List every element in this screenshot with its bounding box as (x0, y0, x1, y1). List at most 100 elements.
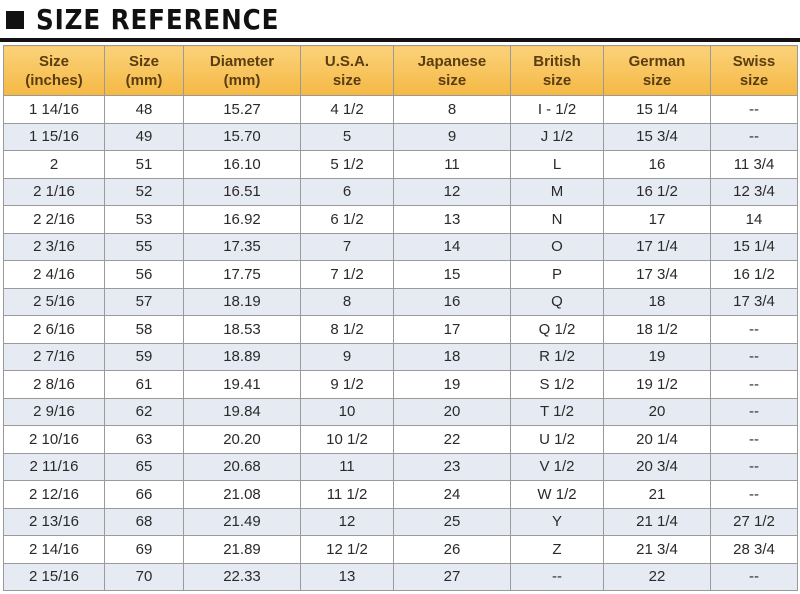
table-cell: 18 (393, 342, 511, 371)
table-cell: 17.75 (183, 260, 301, 289)
table-cell: 68 (104, 507, 184, 536)
table-cell: 2 4/16 (3, 260, 105, 289)
table-cell: 25 (393, 507, 511, 536)
table-row: 2 7/16 59 18.89 9 18 R 1/2 19 -- (3, 342, 798, 371)
table-cell: 2 (3, 150, 105, 179)
table-cell: 9 (393, 122, 511, 151)
table-row: 2 12/16 66 21.08 11 1/2 24 W 1/2 21 -- (3, 480, 798, 509)
table-cell: 12 1/2 (300, 535, 394, 564)
table-cell: 12 (393, 177, 511, 206)
table-cell: O (510, 232, 604, 261)
table-row: 2 51 16.10 5 1/2 11 L 16 11 3/4 (3, 150, 798, 179)
table-cell: 2 13/16 (3, 507, 105, 536)
table-cell: 17 1/4 (603, 232, 711, 261)
table-cell: 20.20 (183, 425, 301, 454)
table-cell: 56 (104, 260, 184, 289)
table-row: 2 5/16 57 18.19 8 16 Q 18 17 3/4 (3, 287, 798, 316)
table-cell: 12 (300, 507, 394, 536)
table-cell: 20.68 (183, 452, 301, 481)
table-cell: 8 (393, 95, 511, 124)
table-cell: 15 1/4 (710, 232, 798, 261)
table-cell: 20 3/4 (603, 452, 711, 481)
table-cell: 16 (393, 287, 511, 316)
table-cell: 16.10 (183, 150, 301, 179)
table-cell: 22.33 (183, 562, 301, 591)
table-row: 2 9/16 62 19.84 10 20 T 1/2 20 -- (3, 397, 798, 426)
table-row: 1 15/16 49 15.70 5 9 J 1/2 15 3/4 -- (3, 122, 798, 151)
title-rule (0, 38, 800, 42)
table-cell: 9 (300, 342, 394, 371)
table-cell: 8 1/2 (300, 315, 394, 344)
table-cell: J 1/2 (510, 122, 604, 151)
table-cell: 19 1/2 (603, 370, 711, 399)
table-cell: 21.08 (183, 480, 301, 509)
table-cell: Q (510, 287, 604, 316)
table-cell: 28 3/4 (710, 535, 798, 564)
table-cell: 11 (393, 150, 511, 179)
table-cell: 17 3/4 (603, 260, 711, 289)
table-cell: Y (510, 507, 604, 536)
column-header: Size (mm) (104, 45, 184, 96)
table-cell: 2 1/16 (3, 177, 105, 206)
column-header: U.S.A. size (300, 45, 394, 96)
table-cell: 11 3/4 (710, 150, 798, 179)
table-cell: 21.49 (183, 507, 301, 536)
table-cell: 2 14/16 (3, 535, 105, 564)
table-cell: 18.19 (183, 287, 301, 316)
table-cell: 21.89 (183, 535, 301, 564)
table-cell: 1 14/16 (3, 95, 105, 124)
table-cell: 2 5/16 (3, 287, 105, 316)
table-cell: 2 8/16 (3, 370, 105, 399)
table-cell: 18 (603, 287, 711, 316)
table-row: 2 11/16 65 20.68 11 23 V 1/2 20 3/4 -- (3, 452, 798, 481)
title: SIZE REFERENCE (36, 3, 280, 36)
table-cell: 19 (603, 342, 711, 371)
table-cell: 2 11/16 (3, 452, 105, 481)
table-cell: 2 9/16 (3, 397, 105, 426)
column-header: Japanese size (393, 45, 511, 96)
table-cell: 11 (300, 452, 394, 481)
table-cell: 5 (300, 122, 394, 151)
table-cell: 51 (104, 150, 184, 179)
table-cell: 9 1/2 (300, 370, 394, 399)
column-header: Size (inches) (3, 45, 105, 96)
table-cell: -- (710, 480, 798, 509)
table-cell: 10 (300, 397, 394, 426)
table-cell: 21 (603, 480, 711, 509)
table-cell: 7 (300, 232, 394, 261)
size-table: Size (inches) Size (mm) Diameter (mm) U.S.A… (3, 45, 798, 591)
table-cell: 17 3/4 (710, 287, 798, 316)
table-cell: 2 3/16 (3, 232, 105, 261)
table-cell: 15 1/4 (603, 95, 711, 124)
table-cell: 14 (710, 205, 798, 234)
table-cell: 2 2/16 (3, 205, 105, 234)
table-cell: 55 (104, 232, 184, 261)
title-bar: SIZE REFERENCE (0, 0, 800, 40)
column-header: Swiss size (710, 45, 798, 96)
table-cell: 5 1/2 (300, 150, 394, 179)
table-cell: 15 (393, 260, 511, 289)
table-cell: 48 (104, 95, 184, 124)
table-cell: -- (710, 342, 798, 371)
table-cell: 13 (393, 205, 511, 234)
table-cell: 20 (603, 397, 711, 426)
table-cell: 2 12/16 (3, 480, 105, 509)
table-cell: 27 (393, 562, 511, 591)
table-row: 2 4/16 56 17.75 7 1/2 15 P 17 3/4 16 1/2 (3, 260, 798, 289)
table-row: 2 6/16 58 18.53 8 1/2 17 Q 1/2 18 1/2 -- (3, 315, 798, 344)
table-cell: P (510, 260, 604, 289)
table-cell: -- (710, 452, 798, 481)
table-cell: 20 1/4 (603, 425, 711, 454)
table-cell: 19.84 (183, 397, 301, 426)
table-cell: 63 (104, 425, 184, 454)
table-row: 2 10/16 63 20.20 10 1/2 22 U 1/2 20 1/4 -- (3, 425, 798, 454)
table-row: 2 8/16 61 19.41 9 1/2 19 S 1/2 19 1/2 -- (3, 370, 798, 399)
table-cell: 16 1/2 (710, 260, 798, 289)
table-cell: L (510, 150, 604, 179)
table-cell: 12 3/4 (710, 177, 798, 206)
table-cell: N (510, 205, 604, 234)
table-cell: 2 15/16 (3, 562, 105, 591)
table-cell: 19 (393, 370, 511, 399)
title-icon (6, 11, 24, 29)
